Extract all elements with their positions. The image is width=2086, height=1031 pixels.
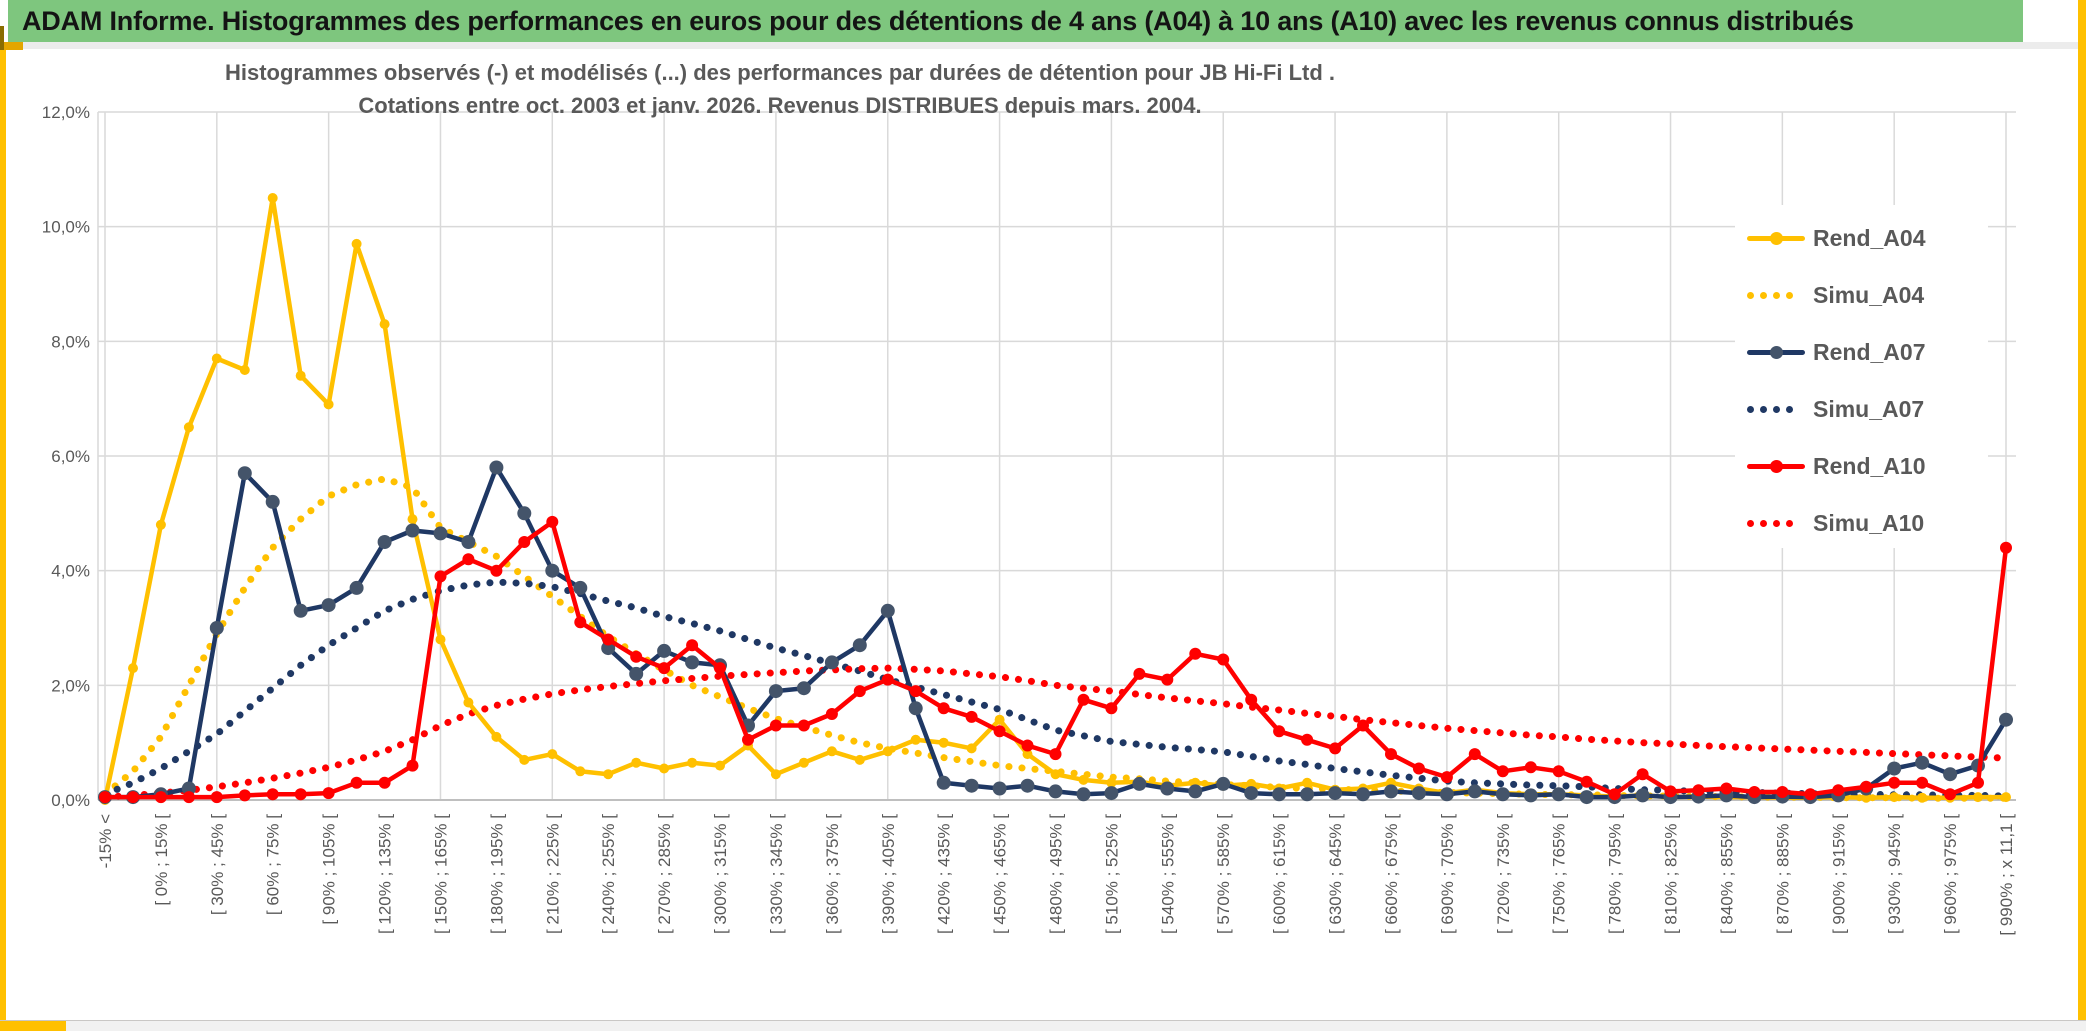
legend-item-simu-a07[interactable]: Simu_A07 — [1747, 394, 1924, 424]
svg-text:[ 660% ; 675% [: [ 660% ; 675% [ — [1382, 814, 1401, 934]
title-bar-text: ADAM Informe. Histogrammes des performan… — [22, 5, 1854, 36]
legend-item-rend-a07[interactable]: Rend_A07 — [1747, 337, 1925, 367]
svg-text:[ 90% ; 105% [: [ 90% ; 105% [ — [320, 814, 339, 925]
series-Simu_A10 — [101, 664, 2010, 801]
simu-a04-dotted-swatch — [1747, 280, 1805, 310]
svg-text:[ 870% ; 885% [: [ 870% ; 885% [ — [1773, 814, 1792, 934]
svg-text:[ 0% ; 15% [: [ 0% ; 15% [ — [152, 814, 171, 906]
svg-text:[ 690% ; 705% [: [ 690% ; 705% [ — [1438, 814, 1457, 934]
svg-text:[ 720% ; 735% [: [ 720% ; 735% [ — [1494, 814, 1513, 934]
svg-text:[ 630% ; 645% [: [ 630% ; 645% [ — [1326, 814, 1345, 934]
left-edge-accent — [0, 26, 4, 50]
header-gold-accent — [3, 42, 23, 50]
svg-text:[ 840% ; 855% [: [ 840% ; 855% [ — [1717, 814, 1736, 934]
legend-item-simu-a10[interactable]: Simu_A10 — [1747, 508, 1924, 538]
rend-a04-line-swatch — [1747, 223, 1805, 253]
svg-text:[ 360% ; 375% [: [ 360% ; 375% [ — [823, 814, 842, 934]
series-Rend_A04 — [100, 193, 2011, 805]
svg-text:-15% <: -15% < — [96, 814, 115, 868]
svg-text:[ 300% ; 315% [: [ 300% ; 315% [ — [711, 814, 730, 934]
title-bar: ADAM Informe. Histogrammes des performan… — [8, 0, 2023, 42]
svg-text:0,0%: 0,0% — [51, 791, 90, 810]
svg-text:[ 540% ; 555% [: [ 540% ; 555% [ — [1158, 814, 1177, 934]
svg-text:[ 270% ; 285% [: [ 270% ; 285% [ — [655, 814, 674, 934]
y-axis-labels: 0,0% 2,0% 4,0% 6,0% 8,0% 10,0% 12,0% — [42, 103, 90, 810]
series-Simu_A07 — [101, 578, 2010, 800]
svg-text:[ 120% ; 135% [: [ 120% ; 135% [ — [376, 814, 395, 934]
svg-text:[ 600% ; 615% [: [ 600% ; 615% [ — [1270, 814, 1289, 934]
bottom-strip-gold-tab[interactable] — [0, 1021, 66, 1031]
svg-text:[ 750% ; 765% [: [ 750% ; 765% [ — [1550, 814, 1569, 934]
svg-text:[ 960% ; 975% [: [ 960% ; 975% [ — [1941, 814, 1960, 934]
rend-a10-line-swatch — [1747, 451, 1805, 481]
svg-text:[ 780% ; 795% [: [ 780% ; 795% [ — [1606, 814, 1625, 934]
gridlines — [97, 111, 2016, 801]
svg-text:[ 210% ; 225% [: [ 210% ; 225% [ — [543, 814, 562, 934]
svg-text:2,0%: 2,0% — [51, 676, 90, 695]
legend-item-simu-a04[interactable]: Simu_A04 — [1747, 280, 1924, 310]
svg-text:[ 240% ; 255% [: [ 240% ; 255% [ — [599, 814, 618, 934]
svg-text:[ 330% ; 345% [: [ 330% ; 345% [ — [767, 814, 786, 934]
svg-text:[ 450% ; 465% [: [ 450% ; 465% [ — [991, 814, 1010, 934]
svg-text:[ 990% ; x 11,1 [: [ 990% ; x 11,1 [ — [1997, 814, 2016, 936]
bottom-strip[interactable] — [0, 1020, 2086, 1031]
svg-text:[ 810% ; 825% [: [ 810% ; 825% [ — [1662, 814, 1681, 934]
svg-text:12,0%: 12,0% — [42, 103, 90, 122]
svg-text:[ 480% ; 495% [: [ 480% ; 495% [ — [1047, 814, 1066, 934]
svg-text:[ 570% ; 585% [: [ 570% ; 585% [ — [1214, 814, 1233, 934]
svg-text:[ 60% ; 75% [: [ 60% ; 75% [ — [264, 814, 283, 915]
x-axis-labels: -15% < [ 0% ; 15% [ [ 30% ; 45% [ [ 60% ; 7… — [96, 814, 2016, 936]
legend-item-rend-a10[interactable]: Rend_A10 — [1747, 451, 1925, 481]
svg-text:[ 930% ; 945% [: [ 930% ; 945% [ — [1885, 814, 1904, 934]
svg-text:[ 150% ; 165% [: [ 150% ; 165% [ — [431, 814, 450, 934]
legend-label: Simu_A04 — [1813, 281, 1925, 308]
legend-label: Rend_A07 — [1813, 338, 1926, 365]
legend-label: Simu_A10 — [1813, 509, 1925, 536]
svg-text:8,0%: 8,0% — [51, 332, 90, 351]
simu-a07-dotted-swatch — [1747, 394, 1805, 424]
svg-text:4,0%: 4,0% — [51, 562, 90, 581]
left-edge-strip — [0, 50, 6, 1031]
svg-text:[ 510% ; 525% [: [ 510% ; 525% [ — [1102, 814, 1121, 934]
svg-text:10,0%: 10,0% — [42, 218, 90, 237]
chart-title-line1: Histogrammes observés (-) et modélisés (… — [224, 60, 1336, 85]
header-divider — [0, 42, 2086, 49]
rend-a07-line-swatch — [1747, 337, 1805, 367]
simu-a10-dotted-swatch — [1747, 508, 1805, 538]
svg-text:[ 390% ; 405% [: [ 390% ; 405% [ — [879, 814, 898, 934]
chart-legend: Rend_A04 Simu_A04 Rend_A07 Simu_A07 Rend… — [1735, 205, 1988, 548]
legend-label: Rend_A10 — [1813, 452, 1926, 479]
legend-label: Simu_A07 — [1813, 395, 1925, 422]
chart-title-line2: Cotations entre oct. 2003 et janv. 2026.… — [358, 93, 1202, 118]
svg-text:[ 180% ; 195% [: [ 180% ; 195% [ — [487, 814, 506, 934]
legend-label: Rend_A04 — [1813, 224, 1926, 251]
legend-item-rend-a04[interactable]: Rend_A04 — [1747, 223, 1925, 253]
svg-text:[ 30% ; 45% [: [ 30% ; 45% [ — [208, 814, 227, 915]
series-Rend_A10 — [99, 515, 2012, 804]
svg-text:[ 900% ; 915% [: [ 900% ; 915% [ — [1829, 814, 1848, 934]
svg-text:6,0%: 6,0% — [51, 447, 90, 466]
svg-text:[ 420% ; 435% [: [ 420% ; 435% [ — [935, 814, 954, 934]
right-edge-strip — [2078, 0, 2086, 1031]
